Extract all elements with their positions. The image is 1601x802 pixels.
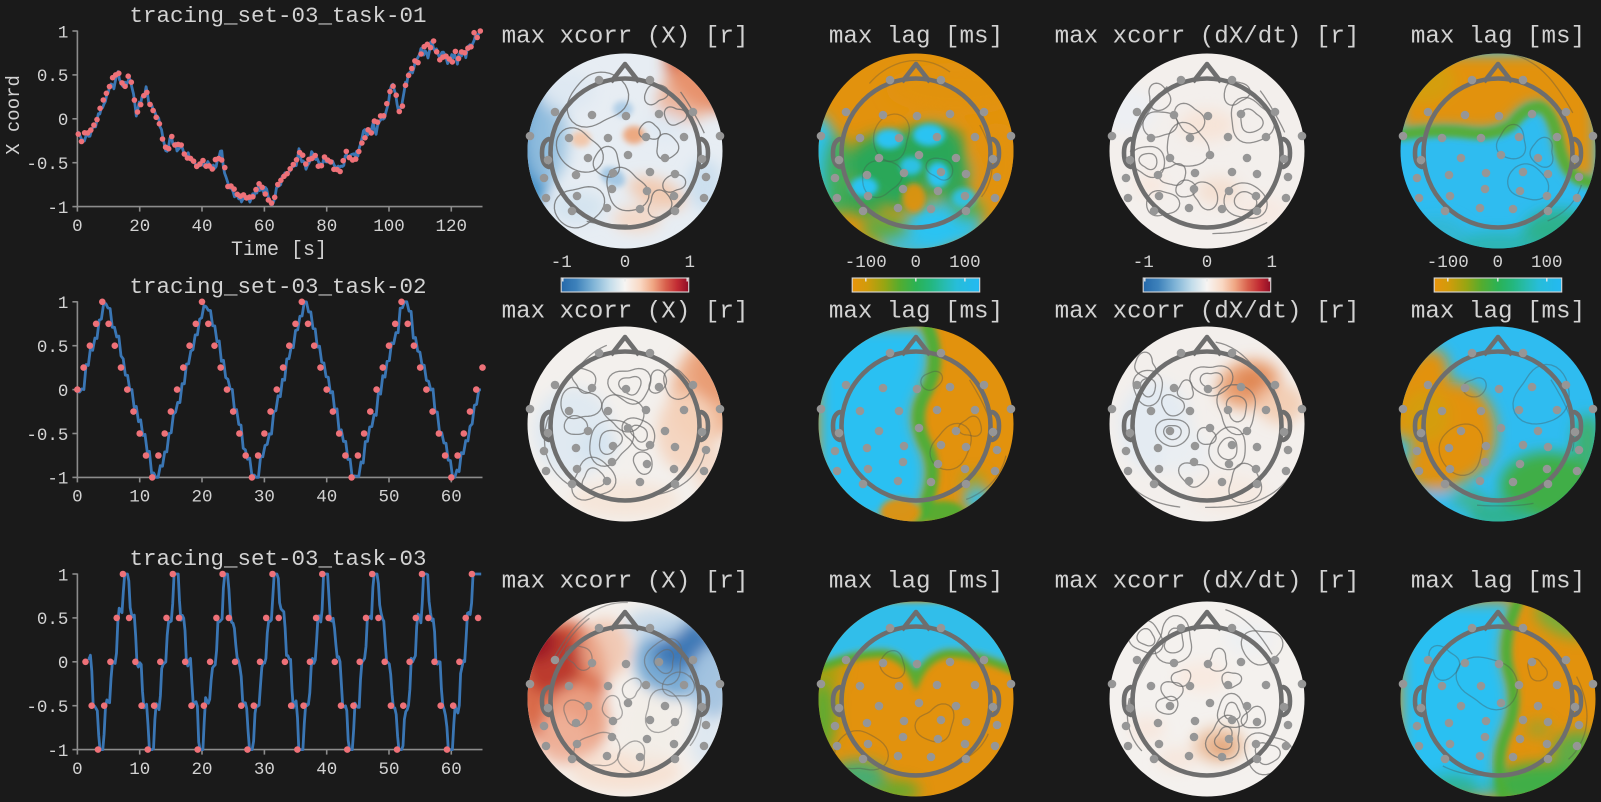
svg-text:tracing_set-03_task-02: tracing_set-03_task-02 [129,274,426,300]
svg-text:-1: -1 [47,470,68,490]
svg-text:0: 0 [1202,253,1213,273]
svg-text:-1: -1 [47,199,68,219]
svg-text:-1: -1 [551,253,572,273]
svg-text:20: 20 [191,760,212,780]
svg-text:10: 10 [129,760,150,780]
svg-text:100: 100 [373,217,405,237]
svg-text:Time [s]: Time [s] [231,239,327,262]
svg-text:80: 80 [316,217,337,237]
svg-text:120: 120 [436,217,468,237]
svg-text:60: 60 [441,488,462,508]
svg-text:X coord: X coord [3,75,25,155]
svg-text:0: 0 [72,760,83,780]
svg-text:tracing_set-03_task-03: tracing_set-03_task-03 [129,546,426,572]
svg-text:0.5: 0.5 [37,67,69,87]
svg-text:-100: -100 [845,253,887,273]
svg-text:100: 100 [949,253,981,273]
svg-text:0: 0 [58,654,69,674]
svg-text:max xcorr (X) [r]: max xcorr (X) [r] [502,299,749,326]
svg-text:0.5: 0.5 [37,338,69,358]
svg-text:max xcorr (dX/dt) [r]: max xcorr (dX/dt) [r] [1055,299,1360,326]
svg-text:50: 50 [378,488,399,508]
svg-text:20: 20 [129,217,150,237]
svg-text:-1: -1 [47,742,68,762]
svg-text:max xcorr (X) [r]: max xcorr (X) [r] [502,569,749,596]
svg-text:40: 40 [316,488,337,508]
svg-text:100: 100 [1531,253,1563,273]
svg-text:1: 1 [685,253,696,273]
svg-text:-0.5: -0.5 [26,155,68,175]
svg-text:0: 0 [72,488,83,508]
svg-text:0: 0 [620,253,631,273]
svg-text:max xcorr (X) [r]: max xcorr (X) [r] [502,24,749,51]
svg-text:40: 40 [316,760,337,780]
svg-text:20: 20 [191,488,212,508]
svg-text:40: 40 [191,217,212,237]
svg-text:30: 30 [254,488,275,508]
svg-text:10: 10 [129,488,150,508]
svg-text:-0.5: -0.5 [26,426,68,446]
svg-text:max xcorr (dX/dt) [r]: max xcorr (dX/dt) [r] [1055,569,1360,596]
svg-text:50: 50 [378,760,399,780]
svg-text:max lag [ms]: max lag [ms] [1411,299,1585,326]
svg-text:30: 30 [254,760,275,780]
svg-text:0.5: 0.5 [37,610,69,630]
svg-text:0: 0 [911,253,922,273]
svg-text:max lag [ms]: max lag [ms] [1411,569,1585,596]
svg-text:-1: -1 [1133,253,1154,273]
svg-text:max lag [ms]: max lag [ms] [829,569,1003,596]
svg-text:0: 0 [1493,253,1504,273]
svg-text:60: 60 [254,217,275,237]
svg-text:1: 1 [58,294,69,314]
svg-text:max lag [ms]: max lag [ms] [829,299,1003,326]
svg-text:-100: -100 [1427,253,1469,273]
svg-text:1: 1 [58,23,69,43]
svg-text:60: 60 [441,760,462,780]
svg-text:0: 0 [58,111,69,131]
svg-text:max lag [ms]: max lag [ms] [1411,24,1585,51]
svg-text:1: 1 [1267,253,1278,273]
svg-text:0: 0 [58,382,69,402]
svg-text:1: 1 [58,566,69,586]
svg-text:-0.5: -0.5 [26,698,68,718]
svg-text:max lag [ms]: max lag [ms] [829,24,1003,51]
svg-text:max xcorr (dX/dt) [r]: max xcorr (dX/dt) [r] [1055,24,1360,51]
svg-text:tracing_set-03_task-01: tracing_set-03_task-01 [129,3,426,29]
svg-text:0: 0 [72,217,83,237]
